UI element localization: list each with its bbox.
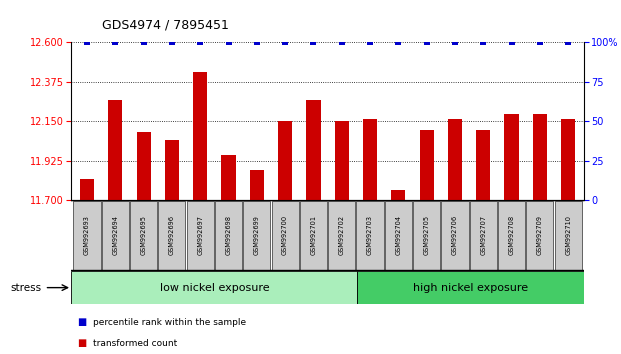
Bar <box>476 130 491 200</box>
FancyBboxPatch shape <box>71 271 357 304</box>
Bar <box>391 189 406 200</box>
Text: percentile rank within the sample: percentile rank within the sample <box>93 318 247 327</box>
Bar <box>561 120 575 200</box>
Text: ■: ■ <box>78 317 87 327</box>
Text: GSM992708: GSM992708 <box>509 215 515 256</box>
Text: ■: ■ <box>78 338 87 348</box>
FancyBboxPatch shape <box>356 201 384 270</box>
Bar <box>137 132 151 200</box>
Text: GSM992703: GSM992703 <box>367 216 373 255</box>
FancyBboxPatch shape <box>328 201 355 270</box>
FancyBboxPatch shape <box>187 201 214 270</box>
Text: GSM992702: GSM992702 <box>338 215 345 256</box>
FancyBboxPatch shape <box>102 201 129 270</box>
Text: GSM992697: GSM992697 <box>197 216 203 255</box>
FancyBboxPatch shape <box>243 201 270 270</box>
Bar <box>420 130 433 200</box>
Text: high nickel exposure: high nickel exposure <box>413 282 528 293</box>
Text: GSM992693: GSM992693 <box>84 216 90 255</box>
Text: GSM992698: GSM992698 <box>225 216 232 255</box>
FancyBboxPatch shape <box>555 201 582 270</box>
FancyBboxPatch shape <box>73 201 101 270</box>
Text: low nickel exposure: low nickel exposure <box>160 282 269 293</box>
FancyBboxPatch shape <box>498 201 525 270</box>
Bar <box>448 120 462 200</box>
Text: GSM992700: GSM992700 <box>282 215 288 256</box>
Text: GSM992699: GSM992699 <box>254 216 260 255</box>
Bar <box>165 141 179 200</box>
FancyBboxPatch shape <box>385 201 412 270</box>
Bar <box>222 154 235 200</box>
Bar <box>306 100 320 200</box>
FancyBboxPatch shape <box>158 201 186 270</box>
Text: GSM992704: GSM992704 <box>396 215 401 256</box>
Text: GSM992710: GSM992710 <box>565 216 571 255</box>
Bar <box>80 179 94 200</box>
Bar <box>278 121 292 200</box>
Bar <box>363 120 377 200</box>
FancyBboxPatch shape <box>526 201 553 270</box>
Text: GSM992701: GSM992701 <box>310 216 317 255</box>
Text: GDS4974 / 7895451: GDS4974 / 7895451 <box>102 19 229 32</box>
FancyBboxPatch shape <box>442 201 468 270</box>
Bar <box>533 114 547 200</box>
Bar <box>108 100 122 200</box>
Bar <box>250 170 264 200</box>
Text: GSM992695: GSM992695 <box>140 216 147 255</box>
Text: GSM992706: GSM992706 <box>452 215 458 256</box>
FancyBboxPatch shape <box>130 201 157 270</box>
Bar <box>193 72 207 200</box>
FancyBboxPatch shape <box>357 271 584 304</box>
FancyBboxPatch shape <box>300 201 327 270</box>
Text: GSM992707: GSM992707 <box>480 215 486 256</box>
FancyBboxPatch shape <box>469 201 497 270</box>
Text: stress: stress <box>11 282 42 293</box>
Text: GSM992705: GSM992705 <box>424 215 430 256</box>
FancyBboxPatch shape <box>413 201 440 270</box>
Bar <box>335 121 349 200</box>
FancyBboxPatch shape <box>215 201 242 270</box>
Text: GSM992696: GSM992696 <box>169 216 175 255</box>
Text: GSM992709: GSM992709 <box>537 216 543 255</box>
FancyBboxPatch shape <box>271 201 299 270</box>
Text: GSM992694: GSM992694 <box>112 216 118 255</box>
Bar <box>504 114 519 200</box>
Text: transformed count: transformed count <box>93 339 178 348</box>
